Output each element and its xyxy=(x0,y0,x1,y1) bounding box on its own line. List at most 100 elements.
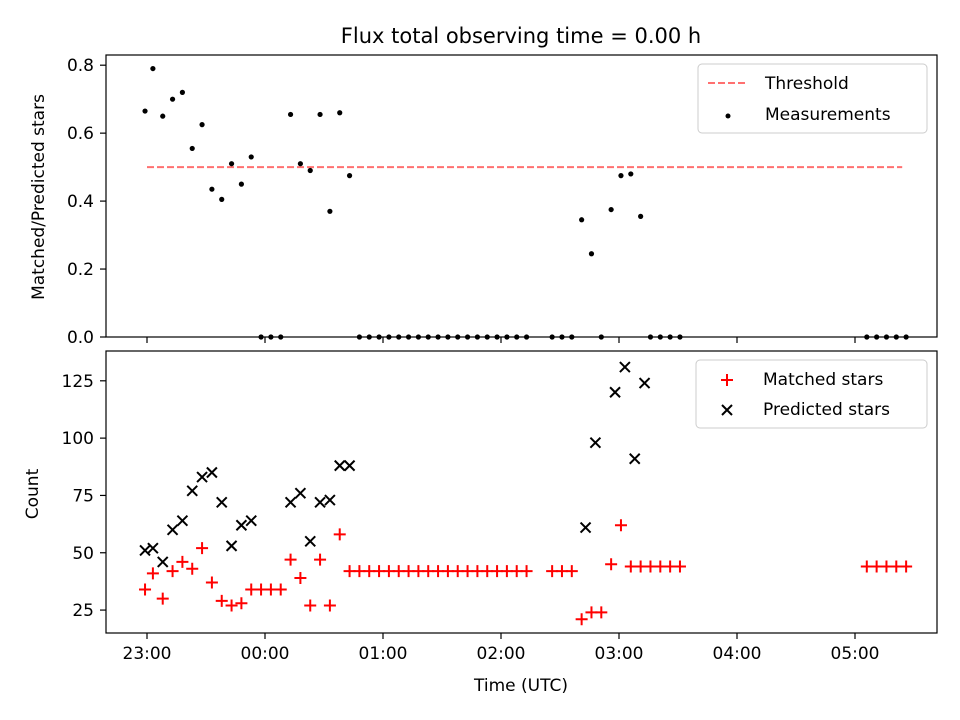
bottom-y-tick-label: 100 xyxy=(62,429,94,449)
predicted-legend-label: Predicted stars xyxy=(763,400,890,420)
top-y-tick-label: 0.6 xyxy=(67,124,94,144)
predicted-star-point xyxy=(225,540,238,552)
matched-star-point xyxy=(595,606,608,619)
predicted-star-point xyxy=(186,485,198,497)
measurement-point xyxy=(297,161,303,167)
predicted-star-point xyxy=(609,386,621,398)
threshold-legend-label: Threshold xyxy=(764,74,849,94)
measurement-point xyxy=(346,173,353,179)
bottom-y-axis: 25 50 75 100 125 xyxy=(62,372,106,621)
measurement-point xyxy=(179,89,185,95)
bottom-axes-frame xyxy=(105,350,938,634)
top-axes-frame xyxy=(105,54,938,338)
matched-legend-swatch xyxy=(721,374,733,386)
measurement-point xyxy=(317,111,323,118)
x-tick-label: 23:00 xyxy=(123,644,172,664)
matched-star-point xyxy=(186,562,199,575)
bottom-y-axis-label: Count xyxy=(23,468,43,519)
measurements-legend-label: Measurements xyxy=(765,105,891,125)
x-axis: 23:00 00:00 01:00 02:00 03:00 04:00 05:00 xyxy=(123,337,880,664)
x-tick-label: 01:00 xyxy=(359,644,408,664)
matched-star-point xyxy=(333,528,346,541)
predicted-star-point xyxy=(216,496,228,509)
matched-star-point xyxy=(205,576,218,589)
bottom-y-tick-label: 125 xyxy=(62,372,94,392)
matched-legend-label: Matched stars xyxy=(763,370,883,390)
predicted-star-point xyxy=(589,436,602,449)
matched-star-point xyxy=(900,560,913,573)
predicted-legend-swatch xyxy=(721,404,733,416)
top-y-tick-label: 0.4 xyxy=(67,192,94,212)
bottom-y-tick-label: 25 xyxy=(72,601,94,621)
matched-star-point xyxy=(215,594,228,607)
measurement-point xyxy=(588,251,595,257)
bottom-legend: Matched stars Predicted stars xyxy=(695,359,928,429)
predicted-star-point xyxy=(294,487,307,499)
measurement-point xyxy=(307,167,313,174)
predicted-star-point xyxy=(304,535,316,548)
top-y-axis-label: Matched/Predicted stars xyxy=(29,94,49,300)
bottom-plot-area xyxy=(139,361,913,626)
matched-star-point xyxy=(520,565,533,578)
predicted-star-point xyxy=(166,524,179,536)
measurement-point xyxy=(287,111,294,118)
figure-title: Flux total observing time = 0.00 h xyxy=(341,24,701,48)
predicted-star-point xyxy=(619,361,631,373)
predicted-star-point xyxy=(206,466,218,479)
x-tick-label: 00:00 xyxy=(241,644,290,664)
matched-star-point xyxy=(284,553,297,566)
predicted-star-point xyxy=(334,459,346,472)
matched-star-point xyxy=(235,597,248,610)
predicted-star-point xyxy=(157,556,169,568)
matched-star-point xyxy=(294,571,307,584)
predicted-star-point xyxy=(284,496,297,509)
matched-star-point xyxy=(176,555,189,568)
matched-star-point xyxy=(614,519,627,532)
predicted-star-point xyxy=(629,453,641,465)
predicted-star-point xyxy=(324,494,336,506)
measurements-legend-swatch xyxy=(725,113,731,119)
predicted-star-point xyxy=(147,542,159,554)
matched-star-point xyxy=(314,553,327,566)
x-axis-label: Time (UTC) xyxy=(473,676,568,696)
top-y-tick-label: 0.0 xyxy=(67,328,94,348)
predicted-star-point xyxy=(638,377,651,389)
measurement-point xyxy=(628,171,634,177)
matched-star-point xyxy=(139,583,152,596)
matched-star-point xyxy=(166,565,179,578)
predicted-star-point xyxy=(343,459,356,472)
matched-star-point xyxy=(156,592,169,605)
matched-star-point xyxy=(196,542,209,555)
measurement-point xyxy=(238,181,244,187)
measurement-point xyxy=(209,186,215,192)
bottom-y-tick-label: 50 xyxy=(72,544,94,564)
x-tick-label: 03:00 xyxy=(595,644,644,664)
x-tick-label: 05:00 xyxy=(831,644,880,664)
top-y-tick-label: 0.2 xyxy=(67,260,94,280)
bottom-y-tick-label: 75 xyxy=(72,486,94,506)
predicted-star-point xyxy=(235,519,248,531)
measurement-point xyxy=(618,173,624,179)
matched-star-point xyxy=(146,567,159,580)
matched-star-point xyxy=(323,599,336,612)
measurement-point xyxy=(150,65,156,72)
x-tick-label: 04:00 xyxy=(713,644,762,664)
measurement-point xyxy=(337,110,343,116)
matched-star-point xyxy=(225,599,238,612)
measurement-point xyxy=(169,96,176,102)
measurement-point xyxy=(248,154,254,160)
matched-star-point xyxy=(575,613,588,626)
matched-star-point xyxy=(605,558,618,571)
measurement-point xyxy=(638,213,644,219)
top-y-tick-label: 0.8 xyxy=(67,56,94,76)
measurement-point xyxy=(142,108,148,114)
predicted-star-point xyxy=(579,521,592,534)
measurement-point xyxy=(327,208,333,214)
predicted-star-point xyxy=(139,544,151,557)
predicted-star-point xyxy=(245,514,257,527)
measurement-point xyxy=(579,217,585,223)
top-legend: Threshold Measurements xyxy=(697,63,928,134)
matched-star-point xyxy=(673,560,686,573)
matched-star-point xyxy=(274,583,287,596)
